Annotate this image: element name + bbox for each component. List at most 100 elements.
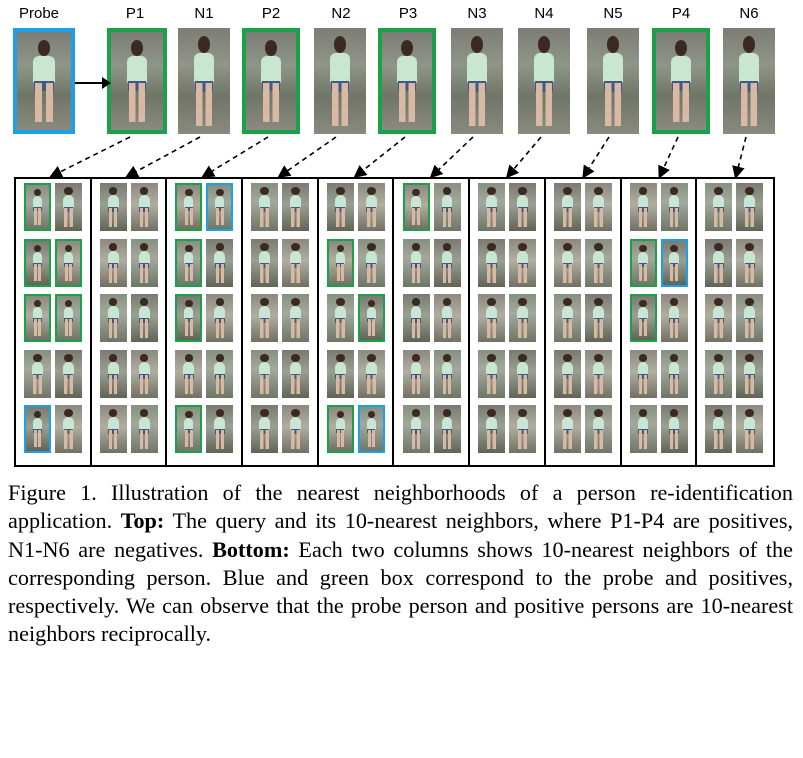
connector-n4	[505, 136, 542, 179]
neighbor-image	[251, 350, 279, 398]
label-n5: N5	[603, 5, 623, 22]
neighbor-image	[326, 405, 354, 453]
neighbor-image	[282, 294, 310, 342]
neighbor-image	[509, 350, 537, 398]
neighbor-image	[175, 405, 203, 453]
neighbor-column-5	[319, 179, 395, 465]
neighbor-image	[705, 183, 733, 231]
neighbor-column-3	[167, 179, 244, 465]
neighbor-column-7	[470, 179, 546, 465]
neighbor-image	[584, 183, 612, 231]
neighbor-image	[478, 294, 506, 342]
neighbor-image	[736, 183, 764, 231]
neighbor-image	[478, 183, 506, 231]
neighbor-image	[705, 405, 733, 453]
neighbor-image	[206, 350, 234, 398]
neighbor-image	[357, 405, 385, 453]
label-n6: N6	[739, 5, 759, 22]
top-labels-row: Probe P1 N1 P2 N2 P3 N3 N4 N5 P4 N6	[0, 0, 803, 28]
neighbor-image	[251, 183, 279, 231]
n2-image	[314, 28, 366, 134]
neighbor-image	[251, 405, 279, 453]
connector-p3	[353, 136, 406, 178]
neighbor-image	[433, 405, 461, 453]
probe-arrow-head	[102, 77, 111, 89]
neighbor-image	[175, 183, 203, 231]
neighbor-image	[660, 405, 688, 453]
neighbor-image	[206, 239, 234, 287]
figure-caption: Figure 1. Illustration of the nearest ne…	[8, 479, 793, 649]
p4-image	[652, 28, 710, 134]
neighbor-image	[326, 239, 354, 287]
label-p1: P1	[125, 5, 145, 22]
label-n1: N1	[194, 5, 214, 22]
neighbor-column-2	[92, 179, 168, 465]
caption-bottom-label: Bottom:	[212, 536, 290, 562]
dashed-connectors	[49, 136, 747, 180]
neighbor-column-10	[697, 179, 773, 465]
neighbor-image	[251, 239, 279, 287]
neighbor-image	[553, 405, 581, 453]
neighbor-image	[478, 350, 506, 398]
label-p3: P3	[398, 5, 418, 22]
neighbor-image	[175, 294, 203, 342]
neighbor-image	[402, 239, 430, 287]
neighbor-image	[433, 294, 461, 342]
neighbor-image	[660, 239, 688, 287]
neighbor-image	[629, 294, 657, 342]
neighbor-image	[130, 183, 158, 231]
neighbor-image	[282, 183, 310, 231]
neighbor-image	[660, 183, 688, 231]
n6-image	[723, 28, 775, 134]
neighbor-image	[55, 405, 82, 453]
neighbor-image	[433, 239, 461, 287]
neighbor-image	[736, 294, 764, 342]
neighbor-image	[402, 405, 430, 453]
neighbor-image	[24, 405, 51, 453]
neighbor-image	[282, 405, 310, 453]
neighbor-image	[705, 294, 733, 342]
label-p2: P2	[261, 5, 281, 22]
connector-n5	[582, 136, 610, 179]
neighbor-image	[326, 294, 354, 342]
n3-image	[451, 28, 503, 134]
connector-p1	[49, 136, 131, 178]
neighbor-image	[55, 239, 82, 287]
caption-figure-label: Figure 1.	[8, 480, 97, 505]
neighbor-image	[206, 294, 234, 342]
neighbor-image	[660, 350, 688, 398]
connector-n3	[429, 136, 474, 179]
neighbor-image	[433, 350, 461, 398]
neighbor-image	[99, 350, 127, 398]
label-p4: P4	[671, 5, 691, 22]
neighbor-image	[357, 350, 385, 398]
neighbor-image	[660, 294, 688, 342]
label-n4: N4	[534, 5, 554, 22]
neighbor-image	[509, 183, 537, 231]
neighbor-image	[509, 239, 537, 287]
neighbor-image	[553, 183, 581, 231]
neighbor-image	[55, 294, 82, 342]
neighbor-image	[24, 294, 51, 342]
neighbor-image	[433, 183, 461, 231]
neighbor-image	[99, 183, 127, 231]
neighbors-grid	[14, 177, 775, 467]
neighbor-image	[736, 350, 764, 398]
neighbor-column-9	[622, 179, 698, 465]
neighbor-image	[206, 183, 234, 231]
neighbor-image	[99, 294, 127, 342]
neighbor-image	[584, 239, 612, 287]
neighbor-image	[282, 239, 310, 287]
neighbor-image	[629, 183, 657, 231]
neighbor-image	[584, 294, 612, 342]
p1-image	[107, 28, 167, 134]
neighbor-image	[282, 350, 310, 398]
neighbor-image	[130, 350, 158, 398]
label-n3: N3	[467, 5, 487, 22]
n1-image	[178, 28, 230, 134]
connector-n2	[277, 136, 337, 178]
neighbor-image	[584, 405, 612, 453]
neighbor-image	[705, 350, 733, 398]
neighbor-image	[130, 239, 158, 287]
p3-image	[378, 28, 436, 134]
